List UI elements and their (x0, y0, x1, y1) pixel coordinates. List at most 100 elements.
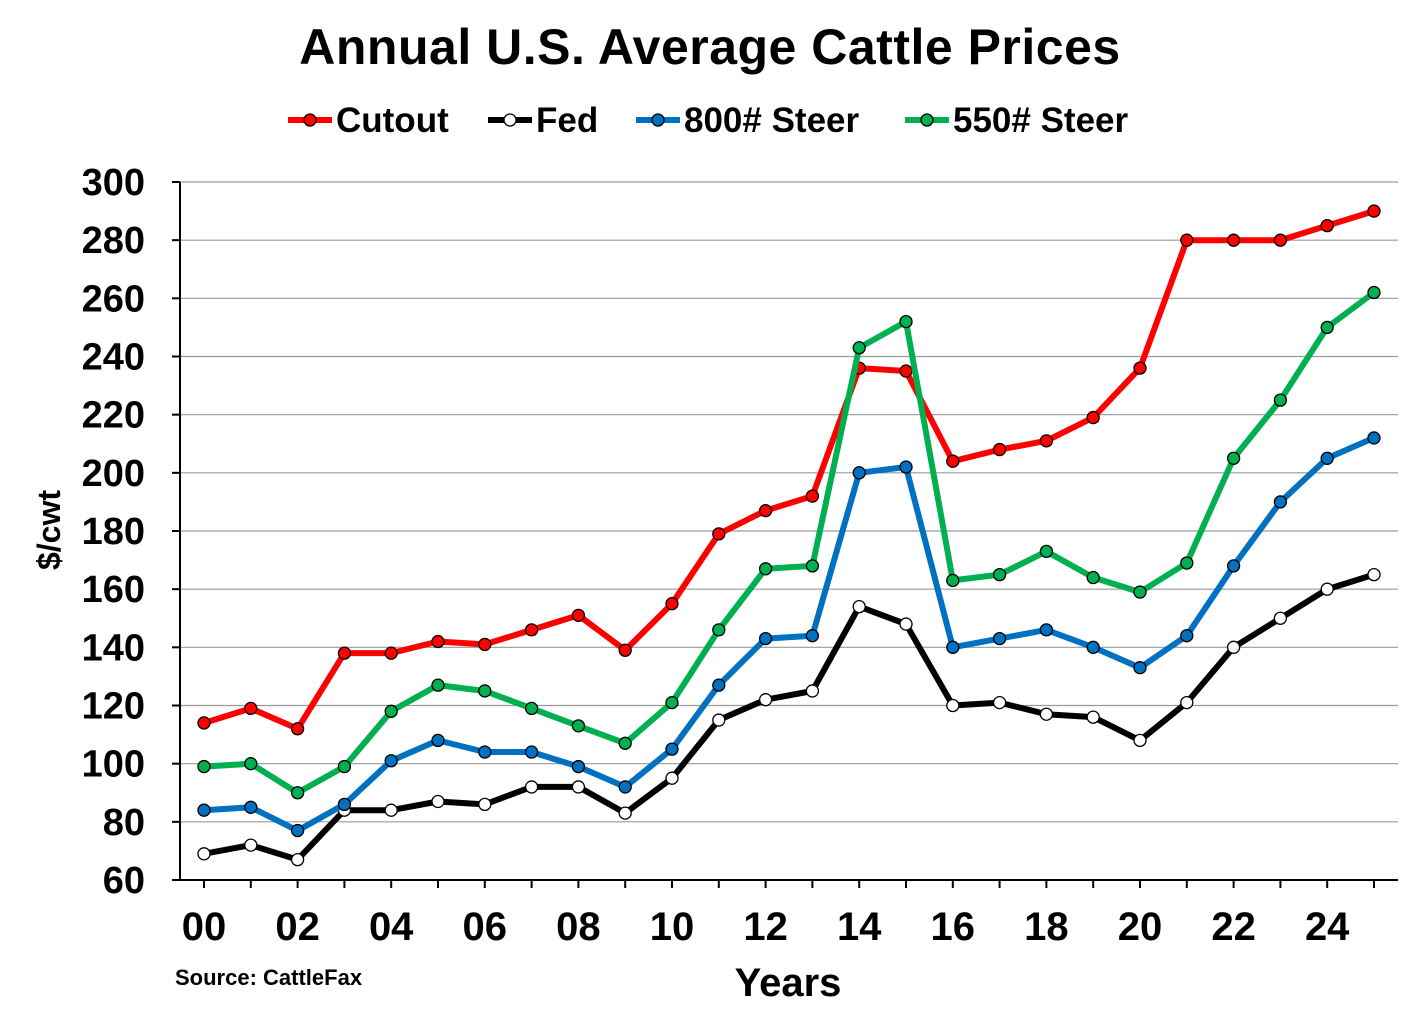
x-tick-label: 08 (556, 905, 601, 949)
data-point (618, 736, 632, 750)
source-note: Source: CattleFax (175, 965, 363, 990)
data-point (618, 643, 632, 657)
x-tick-label: 00 (182, 905, 227, 949)
data-point (478, 684, 492, 698)
data-point (1180, 556, 1194, 570)
data-point (290, 823, 305, 838)
data-point (899, 314, 913, 329)
data-point (1320, 218, 1334, 233)
data-point (244, 800, 258, 814)
axes: 60 80 100 120 140 160 180 200 220 240 260 280 300 00 0… (82, 162, 1398, 949)
data-point (478, 745, 492, 759)
data-point (244, 701, 258, 716)
data-point (1226, 559, 1241, 573)
data-point (899, 617, 913, 631)
x-tick-label: 10 (650, 905, 695, 949)
data-point (1273, 611, 1288, 625)
data-point (1320, 320, 1334, 335)
data-point (431, 678, 445, 692)
data-point (571, 780, 586, 794)
legend-item: Cutout (288, 101, 449, 140)
y-tick-label: 140 (82, 627, 145, 669)
data-point (805, 684, 820, 698)
legend: Cutout Fed 800# Steer 550# Steer (288, 101, 1129, 140)
data-point (1086, 570, 1100, 585)
data-point (384, 646, 398, 660)
x-tick-label: 18 (1024, 905, 1069, 949)
data-point (197, 803, 211, 817)
legend-swatch-marker (503, 113, 517, 127)
data-point (478, 797, 492, 812)
data-point (1039, 434, 1054, 448)
data-point (852, 466, 866, 480)
data-point (618, 806, 632, 820)
y-tick-label: 260 (82, 278, 145, 320)
y-axis-label: $/cwt (31, 490, 67, 570)
data-point (1086, 410, 1100, 425)
data-point (712, 527, 726, 541)
data-point (197, 759, 211, 774)
data-point (712, 623, 726, 637)
data-point (1039, 707, 1054, 721)
data-point (1367, 431, 1381, 445)
data-point (524, 623, 539, 637)
legend-item: 800# Steer (636, 101, 860, 140)
series-550-steer (197, 285, 1381, 800)
data-point (290, 852, 305, 867)
legend-swatch-marker (920, 113, 934, 127)
y-tick-label: 200 (82, 453, 145, 495)
data-point (992, 695, 1007, 710)
data-point (1320, 582, 1334, 596)
data-point (1273, 393, 1288, 407)
data-point (946, 573, 960, 588)
data-point (1180, 233, 1194, 247)
legend-swatch-marker (651, 113, 665, 127)
data-point (1226, 451, 1241, 465)
data-point (852, 341, 866, 355)
y-tick-label: 100 (82, 744, 145, 786)
data-point (197, 847, 211, 861)
data-point (431, 733, 445, 748)
x-tick-label: 04 (369, 905, 414, 949)
series-line (201, 434, 1377, 834)
data-point (244, 838, 258, 852)
data-point (665, 695, 679, 710)
data-point (1226, 640, 1241, 654)
data-point (665, 742, 679, 756)
data-point (478, 637, 492, 652)
series-fed (197, 567, 1381, 867)
data-point (805, 629, 820, 643)
x-tick-label: 02 (275, 905, 320, 949)
data-point (899, 364, 913, 378)
data-point (524, 745, 539, 759)
data-point (618, 780, 632, 794)
data-point (665, 771, 679, 785)
data-point (571, 608, 586, 622)
legend-label: 800# Steer (684, 101, 860, 140)
y-tick-label: 160 (82, 569, 145, 611)
data-point (1367, 567, 1381, 582)
y-tick-label: 180 (82, 511, 145, 553)
x-tick-label: 24 (1305, 905, 1350, 949)
data-point (244, 757, 258, 771)
data-point (665, 597, 679, 611)
chart-title: Annual U.S. Average Cattle Prices (299, 19, 1121, 75)
data-point (1133, 661, 1147, 675)
x-tick-label: 20 (1118, 905, 1163, 949)
data-point (946, 454, 960, 468)
data-point (758, 503, 773, 518)
x-tick-label: 16 (931, 905, 976, 949)
data-point (290, 722, 305, 736)
data-point (384, 704, 398, 718)
data-point (384, 754, 398, 768)
data-point (290, 786, 305, 800)
data-point (1320, 451, 1334, 465)
data-point (337, 759, 352, 774)
y-tick-label: 120 (82, 686, 145, 728)
data-point (992, 567, 1007, 582)
legend-label: Cutout (336, 101, 449, 140)
legend-item: 550# Steer (905, 101, 1129, 140)
legend-item: Fed (488, 101, 598, 140)
